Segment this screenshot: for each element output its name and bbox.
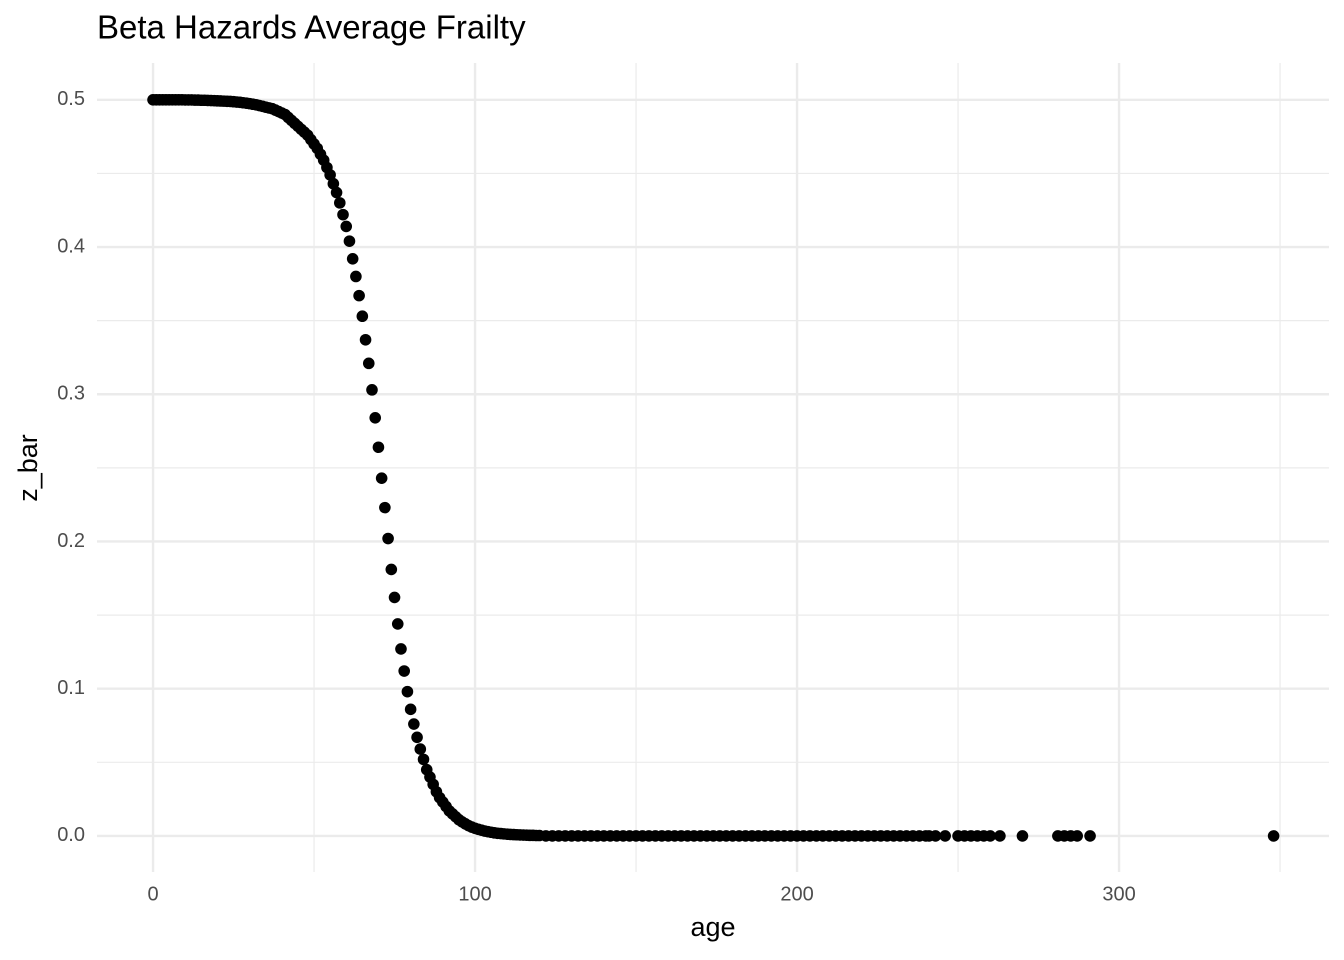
x-tick-label: 100 bbox=[458, 883, 491, 905]
point bbox=[411, 731, 423, 744]
point bbox=[330, 186, 343, 199]
point bbox=[379, 501, 391, 514]
point bbox=[404, 703, 417, 716]
point bbox=[343, 235, 356, 247]
point bbox=[346, 253, 359, 265]
y-tick-label: 0.2 bbox=[57, 530, 85, 552]
point bbox=[1267, 830, 1280, 842]
point bbox=[333, 197, 346, 209]
y-tick-label: 0.3 bbox=[57, 383, 85, 405]
x-tick-label: 300 bbox=[1102, 883, 1135, 905]
point bbox=[414, 743, 427, 755]
point bbox=[994, 830, 1006, 842]
point bbox=[1084, 830, 1096, 842]
point bbox=[408, 718, 420, 730]
point bbox=[1016, 830, 1029, 842]
point bbox=[388, 591, 401, 604]
point bbox=[391, 618, 404, 630]
point bbox=[359, 333, 372, 346]
y-tick-label: 0.5 bbox=[57, 88, 85, 110]
chart-title: Beta Hazards Average Frailty bbox=[97, 9, 526, 46]
point bbox=[372, 441, 385, 454]
y-tick-label: 0.0 bbox=[57, 824, 85, 846]
point bbox=[362, 357, 375, 370]
point bbox=[353, 289, 365, 302]
x-tick-label: 0 bbox=[147, 883, 158, 905]
point bbox=[337, 208, 349, 221]
point bbox=[382, 532, 394, 545]
point bbox=[939, 830, 951, 842]
point bbox=[984, 830, 997, 842]
point bbox=[350, 270, 362, 283]
point bbox=[356, 310, 369, 323]
point bbox=[395, 643, 407, 655]
point bbox=[327, 177, 340, 190]
point bbox=[1071, 830, 1083, 842]
point bbox=[375, 472, 388, 484]
point bbox=[369, 412, 382, 424]
y-tick-label: 0.4 bbox=[57, 235, 85, 257]
point bbox=[929, 830, 942, 842]
point bbox=[324, 169, 336, 181]
x-tick-label: 200 bbox=[780, 883, 813, 905]
x-axis-label: age bbox=[690, 912, 735, 942]
point bbox=[385, 563, 398, 576]
y-tick-label: 0.1 bbox=[57, 677, 85, 699]
point bbox=[366, 384, 378, 396]
point bbox=[398, 665, 410, 677]
point bbox=[340, 220, 353, 233]
point bbox=[401, 685, 414, 698]
point bbox=[417, 753, 430, 766]
y-axis-label: z_bar bbox=[13, 434, 43, 502]
